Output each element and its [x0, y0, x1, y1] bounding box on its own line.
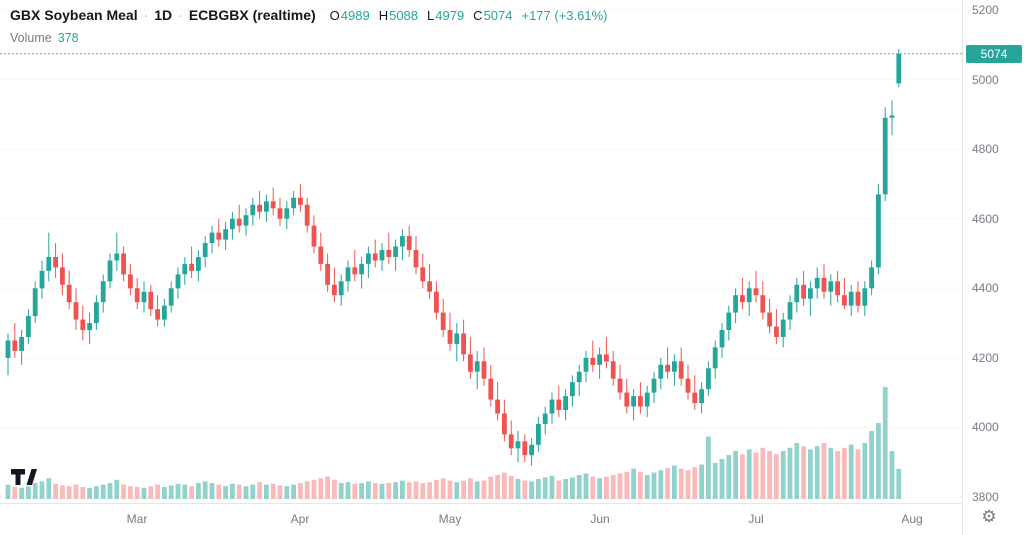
low-value: 4979 [435, 7, 465, 23]
last-price-badge: 5074 [966, 45, 1022, 63]
close-label: C [473, 7, 483, 23]
tradingview-logo-icon [11, 469, 37, 485]
price-tick: 4600 [972, 212, 999, 226]
price-tick: 4000 [972, 420, 999, 434]
price-tick: 3800 [972, 490, 999, 504]
exchange-label: ECBGBX (realtime) [188, 7, 316, 23]
volume-label[interactable]: Volume [10, 31, 52, 45]
month-tick: Jun [590, 512, 610, 526]
open-value: 4989 [340, 7, 370, 23]
low-readout: L 4979 [427, 8, 464, 23]
settings-button[interactable]: ⚙ [976, 504, 1002, 530]
price-tick: 5000 [972, 73, 999, 87]
change-value: +177 (+3.61%) [521, 7, 608, 23]
separator-dot: · [143, 7, 149, 23]
month-tick: Mar [126, 512, 148, 526]
volume-indicator-row: Volume 378 [10, 31, 608, 45]
open-label: O [329, 7, 340, 23]
low-label: L [427, 7, 435, 23]
high-label: H [378, 7, 389, 23]
interval-label[interactable]: 1D [154, 7, 173, 23]
price-tick: 4400 [972, 281, 999, 295]
ohlc-readout: O 4989 H 5088 L 4979 C 5074 +177 (+3.61%) [330, 8, 608, 23]
symbol-row: GBX Soybean Meal · 1D · ECBGBX (realtime… [10, 7, 608, 23]
separator-dot: · [178, 7, 183, 23]
price-tick: 5200 [972, 3, 999, 17]
time-axis[interactable]: Mar Apr May Jun Jul Aug [0, 503, 1024, 535]
month-tick: Apr [290, 512, 310, 526]
open-readout: O 4989 [330, 8, 370, 23]
volume-value: 378 [57, 31, 79, 45]
symbol-title[interactable]: GBX Soybean Meal [10, 7, 138, 23]
month-tick: Aug [901, 512, 923, 526]
price-chart-svg[interactable] [0, 0, 962, 503]
gear-icon: ⚙ [981, 507, 997, 526]
chart-header: GBX Soybean Meal · 1D · ECBGBX (realtime… [10, 7, 608, 45]
close-readout: C 5074 [473, 8, 512, 23]
close-value: 5074 [483, 7, 513, 23]
high-readout: H 5088 [379, 8, 418, 23]
price-tick: 4800 [972, 142, 999, 156]
price-axis[interactable]: 5200 5000 4800 4600 4400 4200 4000 3800 … [962, 0, 1024, 535]
high-value: 5088 [389, 7, 419, 23]
month-tick: Jul [748, 512, 764, 526]
price-tick: 4200 [972, 351, 999, 365]
tradingview-logo[interactable] [10, 466, 40, 490]
month-tick: May [438, 512, 462, 526]
